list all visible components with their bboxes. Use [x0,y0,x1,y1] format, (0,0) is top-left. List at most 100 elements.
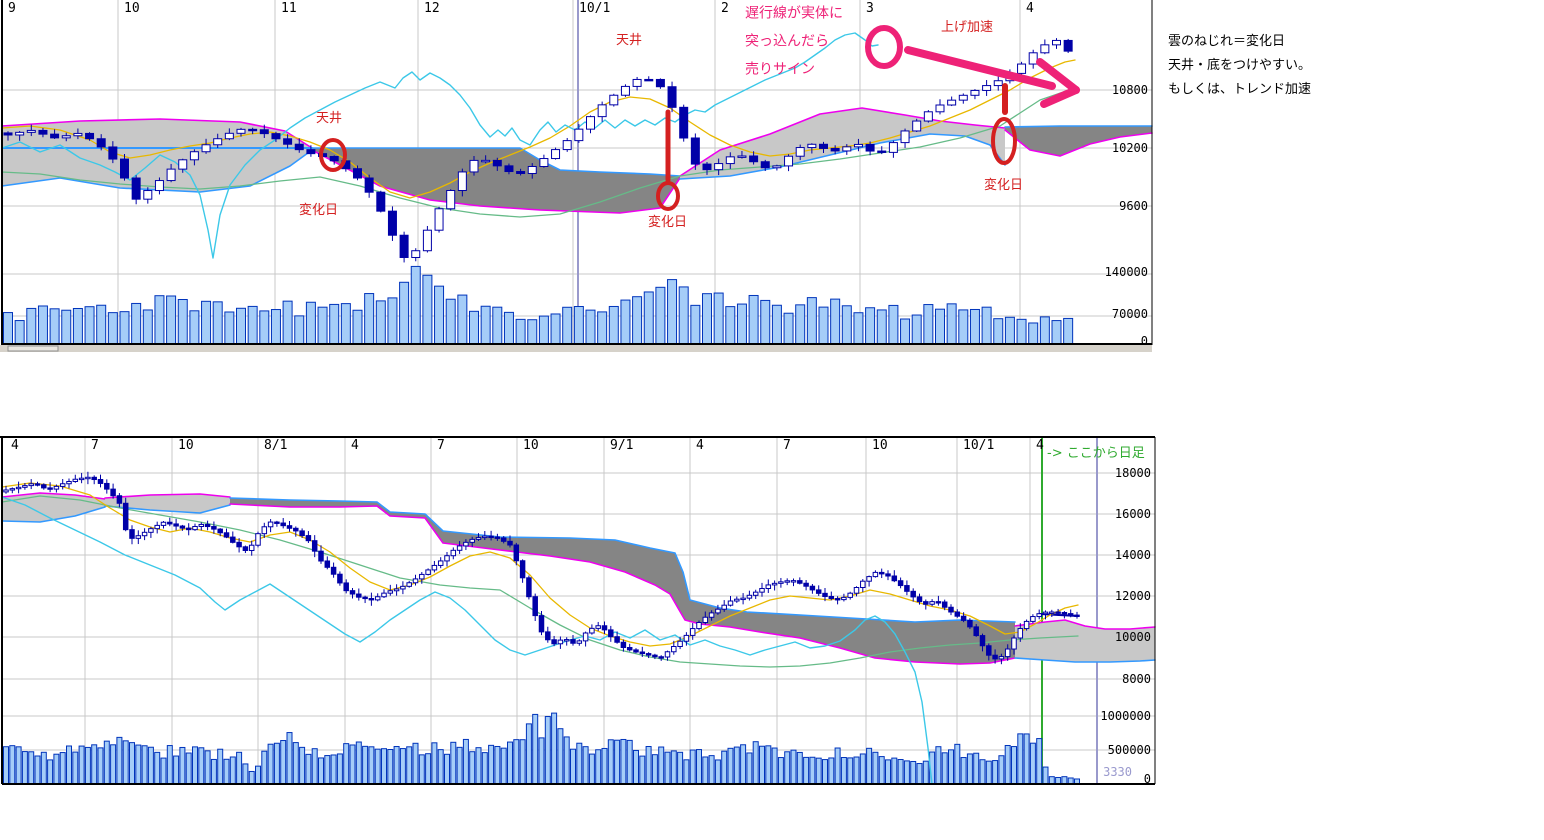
volume-bar [270,309,281,345]
volume-bar [815,757,822,785]
volume-bar [935,746,942,785]
volume-bar [525,723,532,785]
candle-body [22,485,28,488]
current-value-label: 3330 [1103,765,1132,779]
x-axis-label: 10/1 [963,438,994,453]
volume-bar [985,760,992,785]
candle-body [198,523,205,528]
candle-body [469,538,475,543]
candle-body [1017,63,1027,74]
y-axis-label: 0 [1141,334,1148,348]
cloud-bottom-edge [1004,129,1153,157]
candle-body [223,532,230,538]
volume-bar [1029,742,1036,785]
candle-body [129,529,135,539]
volume-bar [492,306,503,345]
candle-body [286,525,293,529]
side-note: 雲のねじれ＝変化日 天井・底をつけやすい。 もしくは、トレンド加速 [1168,30,1311,102]
volume-bar [562,306,573,345]
indicator-line-yellow [1,482,1079,647]
volume-bar [61,309,72,345]
candle-body [527,166,537,174]
candle-body [15,131,25,136]
volume-bar [189,310,200,345]
volume-bar [236,751,243,785]
volume-bar [784,751,791,785]
volume-bar [689,749,696,785]
candle-body [422,229,432,252]
volume-bar [973,752,980,785]
volume-bar [96,304,107,345]
volume-bar [771,304,782,345]
candle-body [261,526,268,535]
volume-bar [759,745,765,785]
volume-bar [1051,320,1062,345]
volume-bar [607,739,614,785]
candle-body [26,129,36,133]
candle-body [329,156,339,162]
volume-bar [702,756,709,785]
candle-body [362,596,368,600]
volume-bar [154,295,165,345]
volume-bar [563,736,570,785]
candle-body [274,521,280,524]
x-axis-label: 8/1 [264,438,287,453]
volume-bar [179,746,186,785]
volume-bar [28,751,35,785]
volume-bar [538,737,545,785]
volume-bar [261,750,268,785]
candle-body [784,155,794,167]
volume-bar [597,311,608,345]
candle-body [356,593,362,598]
volume-bar [633,749,639,785]
volume-bar [362,745,369,785]
volume-bar [796,751,803,785]
candle-body [463,541,469,547]
volume-bar [201,300,212,345]
candle-body [28,483,34,487]
candle-body [841,596,847,601]
candle-body [374,596,381,601]
candle-body [967,619,973,628]
candle-body [364,177,374,193]
volume-bar [329,303,340,345]
candle-body [998,656,1005,660]
x-axis-label: 9/1 [610,438,633,453]
candle-body [259,129,269,135]
candle-body [551,149,561,160]
volume-bar [891,757,898,785]
candle-body [677,640,683,647]
candle-body [582,632,589,642]
volume-bar [806,297,817,345]
annotation-text: -> ここから日足 [1047,446,1145,461]
candle-body [110,488,116,497]
candle-body [589,627,595,634]
annotation-text: 天井 [616,33,642,48]
candle-body [830,147,840,152]
candle-body [941,601,948,608]
x-axis-label: 9 [8,1,16,16]
cloud-top-edge [1,492,106,500]
candle-body [586,116,595,130]
volume-bar [859,753,866,785]
volume-bar [727,747,734,785]
annotation-text: 変化日 [648,214,687,230]
candle-body [532,596,538,617]
annotation-text: 突っ込んだら [745,34,829,50]
volume-bar [349,744,356,785]
volume-bar [1048,776,1055,785]
candle-body [85,476,91,480]
scrollbar-track[interactable] [0,345,1152,352]
candle-body [411,250,421,258]
volume-bar [336,753,343,785]
candle-body [444,555,450,562]
volume-bar [595,749,602,785]
volume-bar [26,307,37,345]
volume-bar [538,315,549,345]
scrollbar-thumb[interactable] [7,345,59,352]
indicator-line-cyan-lagging [1,496,933,785]
candle-body [381,592,387,598]
volume-bar [368,746,375,785]
cloud-bottom-edge [1014,657,1156,663]
